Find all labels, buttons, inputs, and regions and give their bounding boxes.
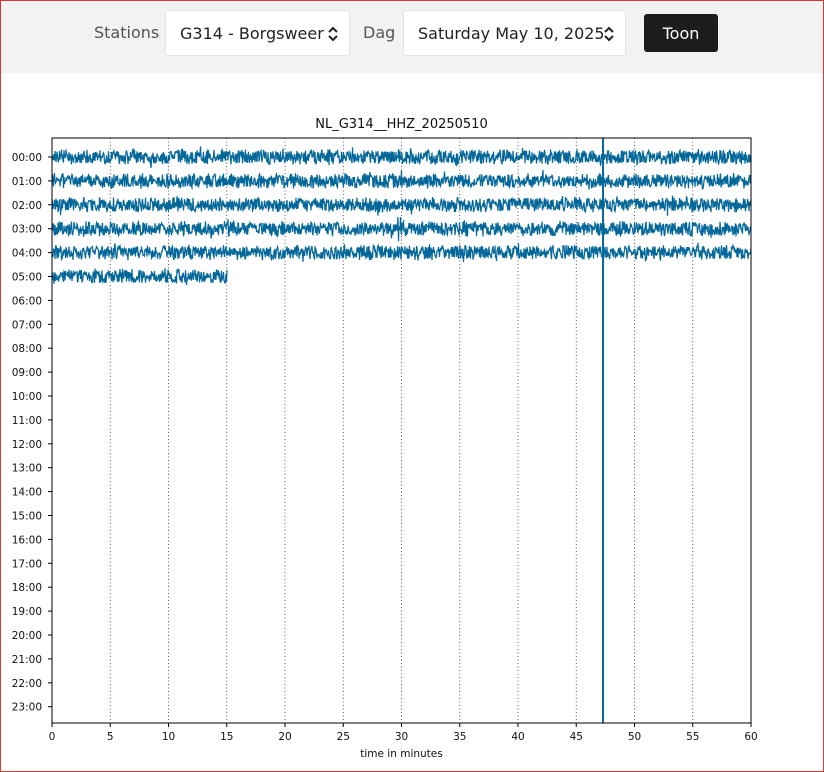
chevron-up-down-icon bbox=[328, 26, 338, 42]
x-tick-label: 45 bbox=[570, 731, 583, 743]
y-tick-label: 04:00 bbox=[12, 248, 42, 260]
y-tick-label: 08:00 bbox=[12, 343, 42, 355]
y-tick-label: 19:00 bbox=[12, 606, 42, 618]
x-axis-ticks: 0 5 10 15 20 25 30 35 40 45 50 55 60 bbox=[49, 723, 758, 743]
y-tick-label: 07:00 bbox=[12, 319, 42, 331]
y-axis-ticks: 00:00 01:00 02:00 03:00 04:00 05:00 06:00 07:00… bbox=[12, 152, 52, 714]
x-tick-label: 40 bbox=[511, 731, 524, 743]
y-tick-label: 21:00 bbox=[12, 654, 42, 666]
x-tick-label: 35 bbox=[453, 731, 466, 743]
x-tick-label: 0 bbox=[49, 731, 56, 743]
trace-0500 bbox=[51, 268, 229, 286]
y-tick-label: 11:00 bbox=[12, 415, 42, 427]
y-tick-label: 15:00 bbox=[12, 511, 42, 523]
trace-0300 bbox=[51, 217, 752, 242]
y-tick-label: 13:00 bbox=[12, 463, 42, 475]
day-select[interactable]: Saturday May 10, 2025 bbox=[403, 10, 626, 56]
y-tick-label: 02:00 bbox=[12, 200, 42, 212]
y-tick-label: 00:00 bbox=[12, 152, 42, 164]
x-tick-label: 50 bbox=[628, 731, 641, 743]
chart-title: NL_G314__HHZ_20250510 bbox=[315, 117, 487, 132]
y-tick-label: 09:00 bbox=[12, 367, 42, 379]
x-tick-label: 20 bbox=[278, 731, 291, 743]
x-tick-label: 10 bbox=[162, 731, 175, 743]
plot-area bbox=[51, 137, 752, 724]
stations-label: Stations bbox=[94, 23, 160, 42]
x-tick-label: 30 bbox=[395, 731, 408, 743]
y-tick-label: 12:00 bbox=[12, 439, 42, 451]
x-tick-label: 15 bbox=[220, 731, 233, 743]
y-tick-label: 14:00 bbox=[12, 487, 42, 499]
show-button[interactable]: Toon bbox=[644, 14, 718, 52]
day-select-value: Saturday May 10, 2025 bbox=[418, 23, 605, 43]
y-tick-label: 20:00 bbox=[12, 630, 42, 642]
y-tick-label: 03:00 bbox=[12, 224, 42, 236]
station-select[interactable]: G314 - Borgsweer bbox=[165, 10, 350, 56]
y-tick-label: 06:00 bbox=[12, 295, 42, 307]
station-select-value: G314 - Borgsweer bbox=[180, 23, 324, 43]
trace-0100 bbox=[51, 170, 752, 191]
trace-0200 bbox=[51, 195, 752, 216]
x-axis-label: time in minutes bbox=[360, 748, 442, 760]
trace-0400 bbox=[51, 242, 752, 263]
x-tick-label: 5 bbox=[107, 731, 114, 743]
y-tick-label: 16:00 bbox=[12, 534, 42, 546]
y-tick-label: 10:00 bbox=[12, 391, 42, 403]
grid-lines bbox=[109, 138, 694, 723]
y-tick-label: 05:00 bbox=[12, 272, 42, 284]
y-tick-label: 23:00 bbox=[12, 702, 42, 714]
y-tick-label: 22:00 bbox=[12, 678, 42, 690]
x-tick-label: 25 bbox=[337, 731, 350, 743]
trace-0000 bbox=[51, 146, 752, 168]
chevron-up-down-icon bbox=[604, 26, 614, 42]
toolbar: Stations G314 - Borgsweer Dag Saturday M… bbox=[1, 1, 823, 73]
x-tick-label: 55 bbox=[686, 731, 699, 743]
y-tick-label: 18:00 bbox=[12, 582, 42, 594]
trace-lines bbox=[51, 138, 752, 723]
x-tick-label: 60 bbox=[744, 731, 757, 743]
day-label: Dag bbox=[363, 23, 396, 42]
y-tick-label: 01:00 bbox=[12, 176, 42, 188]
y-tick-label: 17:00 bbox=[12, 558, 42, 570]
